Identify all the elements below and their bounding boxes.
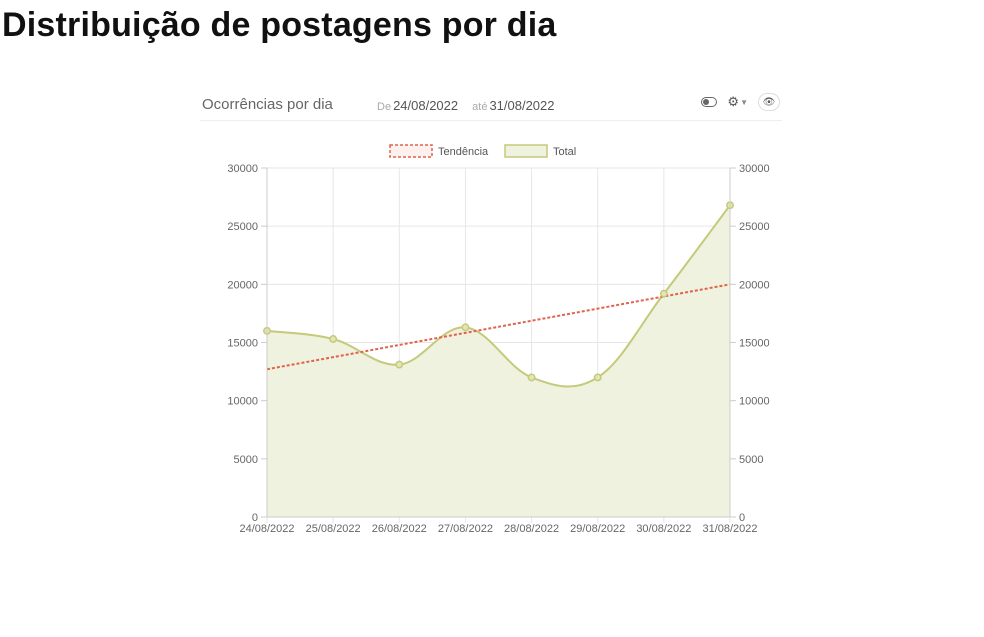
- panel-title: Ocorrências por dia: [202, 96, 333, 113]
- eye-icon[interactable]: 👁: [758, 93, 780, 111]
- x-tick-label: 31/08/2022: [702, 523, 757, 535]
- legend-swatch-trend[interactable]: [389, 144, 433, 158]
- y-tick-label-left: 25000: [227, 221, 258, 233]
- y-tick-label-left: 20000: [227, 279, 258, 291]
- y-tick-label-left: 5000: [234, 454, 258, 466]
- legend[interactable]: Tendência Total: [389, 144, 576, 158]
- from-label: De: [377, 101, 392, 113]
- y-tick-label-left: 10000: [227, 396, 258, 408]
- y-tick-label-right: 20000: [739, 279, 770, 291]
- y-tick-label-left: 15000: [227, 338, 258, 350]
- series-trend: [266, 283, 731, 371]
- x-tick-label: 28/08/2022: [504, 523, 559, 535]
- data-point[interactable]: [527, 373, 536, 382]
- from-date[interactable]: 24/08/2022: [393, 98, 459, 113]
- x-tick-label: 27/08/2022: [438, 523, 493, 535]
- series-total-area: [266, 204, 731, 517]
- data-point[interactable]: [593, 373, 602, 382]
- y-tick-label-right: 15000: [739, 338, 770, 350]
- data-point[interactable]: [395, 360, 404, 369]
- panel-tools: ⚙ ▼ 👁: [701, 90, 780, 114]
- y-tick-label-right: 0: [739, 512, 745, 524]
- data-point[interactable]: [461, 323, 470, 332]
- gear-icon: ⚙: [727, 94, 740, 109]
- x-tick-label: 25/08/2022: [306, 523, 361, 535]
- data-point[interactable]: [329, 335, 338, 343]
- panel-header: Ocorrências por dia De 24/08/2022 até 31/08…: [200, 88, 782, 121]
- legend-swatch-total[interactable]: [504, 144, 548, 158]
- x-tick-label: 24/08/2022: [239, 523, 294, 535]
- y-tick-label-right: 10000: [739, 396, 770, 408]
- x-tick-label: 29/08/2022: [570, 523, 625, 535]
- settings-button[interactable]: ⚙ ▼: [727, 94, 748, 110]
- chevron-down-icon: ▼: [740, 97, 748, 107]
- to-date[interactable]: 31/08/2022: [489, 98, 555, 113]
- axes: 0 0 5000 5000 10000 10000 15000 15000 20000 20000…: [227, 163, 769, 535]
- to-label: até: [472, 101, 488, 113]
- trend-line: [266, 283, 731, 371]
- x-tick-label: 30/08/2022: [636, 523, 691, 535]
- x-tick-label: 26/08/2022: [372, 523, 427, 535]
- total-area-fill: [267, 205, 730, 517]
- y-tick-label-right: 30000: [739, 163, 770, 175]
- page-title: Distribuição de postagens por dia: [2, 6, 557, 44]
- legend-label-trend[interactable]: Tendência: [438, 146, 489, 158]
- y-tick-label-right: 5000: [739, 454, 763, 466]
- date-range: De 24/08/2022 até 31/08/2022: [377, 98, 569, 113]
- y-tick-label-left: 0: [252, 512, 258, 524]
- data-point[interactable]: [659, 289, 668, 298]
- toggle-icon[interactable]: [701, 97, 718, 107]
- legend-label-total[interactable]: Total: [553, 146, 576, 158]
- y-tick-label-left: 30000: [227, 163, 258, 175]
- y-tick-label-right: 25000: [739, 221, 770, 233]
